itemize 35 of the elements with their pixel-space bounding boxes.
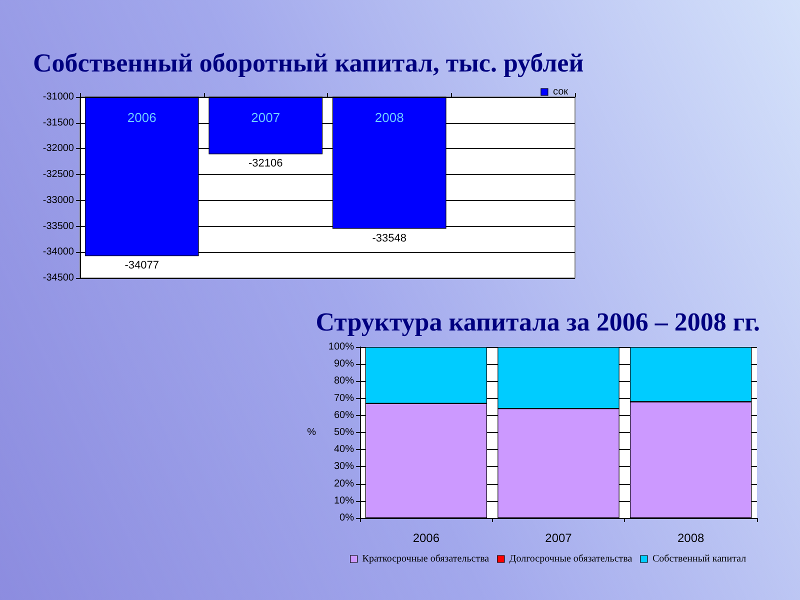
legend-label: Краткосрочные обязательства: [362, 554, 490, 564]
y-tick-label: -34500: [42, 272, 74, 284]
x-tick-label: 2008: [374, 110, 404, 125]
y-tick-label: 20%: [334, 478, 354, 490]
x-tick-label: 2006: [412, 531, 440, 545]
y-tick-label: 30%: [334, 461, 354, 472]
legend-label: сок: [552, 86, 569, 98]
data-label: -34077: [124, 260, 160, 272]
y-tick-label: -32500: [42, 169, 74, 180]
data-label: -32106: [248, 158, 283, 170]
y-tick-label: 10%: [334, 495, 354, 506]
data-label: -33548: [372, 232, 407, 244]
x-tick-label: 2007: [251, 110, 280, 125]
y-tick-label: -32000: [42, 143, 74, 154]
legend-label: Долгосрочные обязательства: [509, 554, 633, 564]
y-axis-title: %: [307, 427, 316, 438]
y-tick-label: -34000: [42, 246, 74, 258]
y-tick-label: 50%: [334, 427, 354, 438]
x-tick-label: 2006: [127, 110, 156, 125]
y-tick-label: 90%: [334, 358, 354, 370]
y-tick-label: -31000: [42, 92, 74, 102]
x-tick-label: 2008: [677, 531, 705, 545]
legend-label: Собственный капитал: [652, 554, 746, 564]
y-tick-label: 80%: [334, 376, 354, 387]
y-tick-label: 60%: [334, 410, 354, 421]
y-tick-label: 0%: [340, 512, 354, 524]
y-tick-label: -31500: [42, 117, 74, 128]
y-tick-label: 100%: [328, 342, 354, 352]
chart-title: Собственный оборотный капитал, тыс. рублей: [33, 48, 584, 78]
x-tick-label: 2007: [545, 531, 572, 545]
chart-title: Структура капитала за 2006 – 2008 гг.: [316, 308, 760, 336]
y-tick-label: 40%: [334, 444, 354, 456]
y-tick-label: -33500: [42, 220, 74, 232]
y-tick-label: 70%: [334, 392, 354, 404]
y-tick-label: -33000: [42, 194, 74, 206]
